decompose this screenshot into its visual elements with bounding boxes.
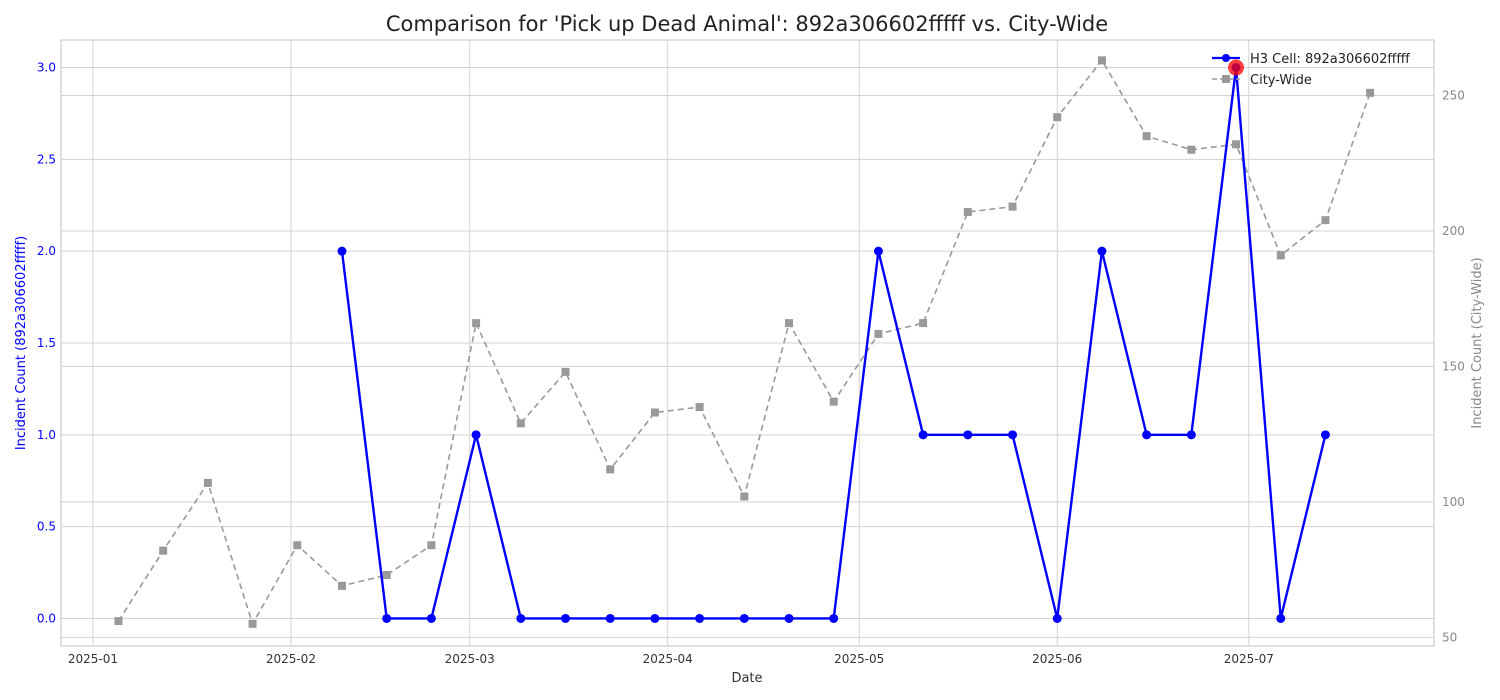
legend-marker-city-wide [1222, 75, 1230, 83]
x-tick-label: 2025-04 [643, 652, 693, 666]
city-wide-point [1097, 56, 1106, 65]
city-wide-point [650, 408, 659, 417]
city-wide-point [248, 619, 257, 628]
city-wide-point [1053, 113, 1062, 122]
h3-cell-point [1142, 430, 1152, 440]
h3-cell-point [695, 613, 705, 623]
h3-cell-point [605, 613, 615, 623]
h3-cell-point [1276, 613, 1286, 623]
y-left-tick-label: 1.0 [37, 428, 56, 442]
x-tick-label: 2025-02 [266, 652, 316, 666]
city-wide-point [293, 541, 302, 550]
city-wide-point [919, 319, 928, 328]
x-axis-ticks: 2025-01 2025-02 2025-03 2025-04 2025-05 2025-… [68, 652, 1274, 666]
legend-label-city-wide: City-Wide [1250, 73, 1312, 88]
city-wide-point [427, 541, 436, 550]
city-wide-point [1142, 132, 1151, 141]
y-right-tick-label: 250 [1442, 89, 1465, 103]
plot-area-frame [60, 39, 1435, 647]
x-tick-label: 2025-06 [1032, 652, 1082, 666]
city-wide-point [114, 617, 123, 626]
x-tick-label: 2025-03 [445, 652, 495, 666]
y-right-axis-label: Incident Count (City-Wide) [1470, 257, 1485, 428]
h3-cell-point [650, 613, 660, 623]
data-series [114, 56, 1375, 628]
legend-item-city-wide: City-Wide [1212, 73, 1312, 88]
h3-cell-point [739, 613, 749, 623]
legend: H3 Cell: 892a306602fffff City-Wide [1212, 52, 1410, 88]
chart-title: Comparison for 'Pick up Dead Animal': 89… [386, 12, 1108, 36]
city-wide-point [1187, 145, 1196, 154]
h3-cell-point [1186, 430, 1196, 440]
city-wide-point [203, 478, 212, 487]
y-left-tick-label: 2.5 [37, 152, 56, 166]
h3-cell-point [1052, 613, 1062, 623]
city-wide-point [382, 571, 391, 580]
city-wide-point [785, 319, 794, 328]
city-wide-point [472, 319, 481, 328]
city-wide-point [337, 581, 346, 590]
city-wide-point [1366, 88, 1375, 97]
h3-cell-point [918, 430, 928, 440]
y-right-axis-ticks: 50 100 150 200 250 [1442, 89, 1465, 645]
x-axis-label: Date [731, 671, 762, 686]
h3-cell-point [337, 246, 347, 256]
x-tick-label: 2025-05 [834, 652, 884, 666]
y-right-tick-label: 100 [1442, 495, 1465, 509]
city-wide-point [561, 367, 570, 376]
city-wide-point [695, 403, 704, 412]
y-right-tick-label: 150 [1442, 359, 1465, 373]
h3-cell-point [829, 613, 839, 623]
h3-cell-point [1320, 430, 1330, 440]
y-left-tick-label: 0.0 [37, 611, 56, 625]
legend-item-h3-cell: H3 Cell: 892a306602fffff [1212, 52, 1410, 67]
city-wide-point [874, 329, 883, 338]
y-left-tick-label: 1.5 [37, 336, 56, 350]
h3-cell-point [382, 613, 392, 623]
h3-cell-point [1008, 430, 1018, 440]
city-wide-point [1232, 140, 1241, 149]
legend-marker-h3-cell [1222, 54, 1230, 62]
h3-cell-point [784, 613, 794, 623]
y-right-tick-label: 200 [1442, 224, 1465, 238]
h3-cell-point [963, 430, 973, 440]
y-left-tick-label: 3.0 [37, 61, 56, 75]
h3-cell-point [516, 613, 526, 623]
h3-cell-point [426, 613, 436, 623]
city-wide-point [963, 208, 972, 217]
city-wide-point [740, 492, 749, 501]
city-wide-point [829, 397, 838, 406]
city-wide-point [516, 419, 525, 428]
h3-cell-point [873, 246, 883, 256]
city-wide-point [159, 546, 168, 555]
highlight-point [1228, 59, 1245, 76]
x-tick-label: 2025-07 [1224, 652, 1274, 666]
y-left-axis-label: Incident Count (892a306602fffff) [14, 236, 29, 450]
h3-cell-point [1097, 246, 1107, 256]
legend-label-h3-cell: H3 Cell: 892a306602fffff [1250, 52, 1410, 67]
x-tick-label: 2025-01 [68, 652, 118, 666]
y-left-axis-ticks: 0.0 0.5 1.0 1.5 2.0 2.5 3.0 [37, 61, 56, 626]
y-right-tick-label: 50 [1442, 630, 1457, 644]
h3-cell-point [560, 613, 570, 623]
h3-cell-point [471, 430, 481, 440]
y-left-tick-label: 2.0 [37, 244, 56, 258]
city-wide-point [1008, 202, 1017, 211]
city-wide-point [1321, 216, 1330, 225]
city-wide-point [1276, 251, 1285, 260]
grid-lines [61, 40, 1434, 646]
city-wide-point [606, 465, 615, 474]
y-left-tick-label: 0.5 [37, 520, 56, 534]
